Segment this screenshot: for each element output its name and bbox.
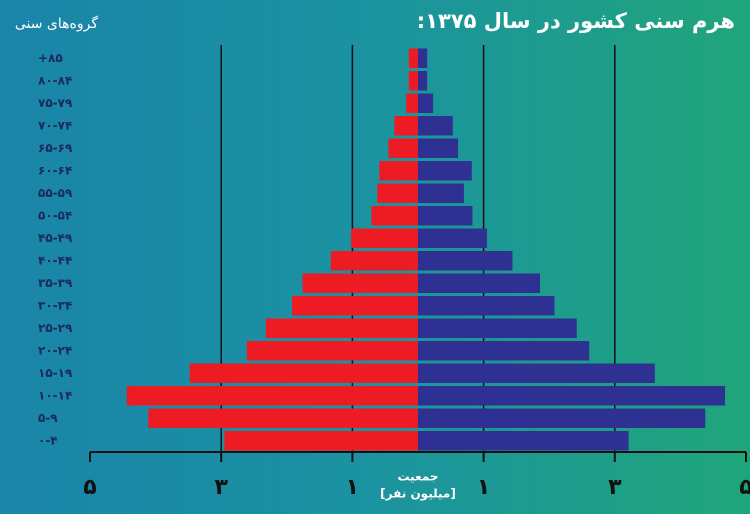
bar [388,138,418,158]
y-tick-label: ۳۵-۳۹ [38,276,73,290]
bar [377,183,418,203]
bar [418,228,487,248]
bar [418,93,434,113]
bar [418,273,541,293]
bar [418,138,459,158]
y-tick-label: ۱۰-۱۴ [38,388,72,402]
y-tick-label: ۳۰-۳۴ [38,298,72,312]
x-axis-label: جمعیت [397,470,438,484]
bar [379,161,418,181]
bar [224,431,418,451]
bar [418,386,726,406]
bar [418,341,590,361]
chart-title: هرم سنی کشور در سال ۱۳۷۵: [417,9,735,33]
x-tick-label: ۳ [214,475,228,500]
y-tick-label: ۸۰-۸۴ [38,73,72,87]
bar [418,206,473,226]
bar [418,251,513,271]
bar [148,408,418,428]
x-tick-label: ۳ [608,475,622,500]
bar [408,48,418,68]
y-tick-label: ۴۵-۴۹ [38,231,73,245]
bar [351,228,418,248]
y-tick-label: ۴۰-۴۴ [38,253,72,267]
bar [292,296,418,316]
y-tick-label: ۱۵-۱۹ [38,366,73,380]
bar [418,183,464,203]
bar [246,341,418,361]
bar [418,318,577,338]
bar [418,71,428,91]
bar [418,116,453,136]
bar [418,296,555,316]
y-tick-label: ۰-۴ [38,433,58,447]
bar [330,251,418,271]
bar [418,161,472,181]
bar [406,93,418,113]
y-tick-label: ۶۵-۶۹ [38,141,73,155]
y-tick-label: ۵-۹ [38,411,58,425]
bar [418,431,629,451]
x-tick-label: ۵ [739,475,750,500]
bar [418,363,655,383]
y-tick-label: ۲۰-۲۴ [38,343,72,357]
y-tick-label: ۵۵-۵۹ [38,186,73,200]
bar [265,318,418,338]
y-tick-label: ۷۵-۷۹ [38,96,73,110]
y-tick-label: ۷۰-۷۴ [38,118,72,132]
bar [302,273,418,293]
x-tick-label: ۱ [346,475,359,500]
x-axis-unit: [میلیون نفر] [380,487,456,502]
x-tick-label: ۵ [83,475,96,500]
bar [418,408,706,428]
x-tick-label: ۱ [477,475,490,500]
y-tick-label: ۲۵-۲۹ [38,321,73,335]
bar [418,48,428,68]
y-tick-label: +۸۵ [38,51,63,65]
y-tick-label: ۶۰-۶۴ [38,163,72,177]
y-tick-label: ۵۰-۵۴ [38,208,72,222]
y-axis-label: گروه‌های سنی [15,15,99,32]
bar [371,206,418,226]
bar [126,386,419,406]
bar [189,363,418,383]
bar [408,71,418,91]
bar [394,116,418,136]
